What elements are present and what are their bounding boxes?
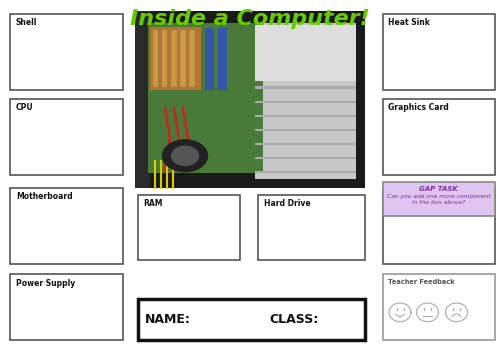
Bar [138,299,365,340]
Text: CPU: CPU [16,103,34,112]
Bar [171,30,176,87]
Text: CLASS:: CLASS: [270,313,318,326]
Bar [152,30,158,87]
Bar [254,44,356,46]
Bar [218,28,226,90]
Polygon shape [162,140,208,172]
Bar [138,195,240,260]
Bar [254,86,356,88]
Bar [254,25,356,81]
Bar [382,188,495,264]
Text: Power Supply: Power Supply [16,279,75,287]
Bar [190,30,195,87]
Text: Hard Drive: Hard Drive [264,199,310,208]
Bar [10,188,122,264]
Bar [254,23,356,179]
Text: Motherboard: Motherboard [16,192,72,201]
Bar [135,11,365,188]
Bar [254,157,356,159]
Bar [162,30,168,87]
Text: Teacher Feedback: Teacher Feedback [388,279,455,285]
Bar [254,101,356,103]
Text: RAM: RAM [144,199,163,208]
Bar [382,14,495,90]
Bar [10,274,122,340]
Polygon shape [172,146,198,165]
Bar [254,129,356,131]
Text: Inside a Computer!: Inside a Computer! [130,9,370,29]
Bar [10,99,122,175]
Bar [148,23,262,173]
Text: GAP TASK: GAP TASK [420,186,458,192]
Bar [205,28,214,90]
Text: Shell: Shell [16,18,38,27]
Bar [258,195,365,260]
Bar [382,99,495,175]
Bar [254,58,356,60]
Text: Heat Sink: Heat Sink [388,18,430,27]
Bar [254,143,356,145]
Bar [150,27,200,90]
Bar [180,30,186,87]
Bar [382,182,495,216]
Bar [254,171,356,173]
Bar [382,274,495,340]
Bar [254,115,356,117]
Bar [10,14,122,90]
Bar [135,11,150,188]
Text: NAME:: NAME: [145,313,191,326]
Text: Can you add one more component
in the box above?: Can you add one more component in the bo… [387,194,490,205]
Text: Graphics Card: Graphics Card [388,103,449,112]
Bar [254,72,356,74]
